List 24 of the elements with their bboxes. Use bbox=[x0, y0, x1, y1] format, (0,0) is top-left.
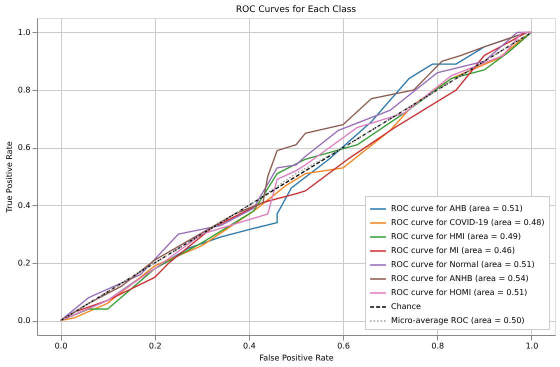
x-tick-label: 0.6 bbox=[337, 342, 350, 350]
legend-label: ROC curve for COVID-19 (area = 0.48) bbox=[391, 218, 545, 227]
legend-label: ROC curve for HOMI (area = 0.51) bbox=[391, 288, 528, 297]
x-tick-label: 0.2 bbox=[148, 342, 162, 350]
y-tick-label: 1.0 bbox=[18, 28, 30, 37]
y-tick-label: 0.4 bbox=[18, 200, 30, 210]
y-tick-label: 0.8 bbox=[18, 86, 30, 95]
legend-label: Chance bbox=[391, 302, 422, 311]
chart-title: ROC Curves for Each Class bbox=[236, 5, 356, 15]
x-tick-label: 0.4 bbox=[243, 342, 256, 350]
x-tick-label: 0.0 bbox=[54, 342, 68, 350]
legend-label: ROC curve for HMI (area = 0.49) bbox=[391, 232, 521, 241]
legend-label: ROC curve for ANHB (area = 0.54) bbox=[391, 274, 529, 283]
y-axis-title: True Positive Rate bbox=[4, 141, 14, 214]
x-tick-label: 1.0 bbox=[526, 342, 538, 350]
y-tick-label: 0.6 bbox=[18, 143, 30, 152]
x-tick-label: 0.8 bbox=[431, 342, 444, 350]
legend-label: Micro-average ROC (area = 0.50) bbox=[391, 316, 525, 325]
legend-label: ROC curve for Normal (area = 0.51) bbox=[391, 260, 535, 269]
y-tick-label: 0.0 bbox=[18, 316, 30, 326]
x-axis-title: False Positive Rate bbox=[259, 354, 334, 362]
y-tick-label: 0.2 bbox=[18, 258, 30, 268]
legend-label: ROC curve for MI (area = 0.46) bbox=[391, 246, 515, 255]
legend-label: ROC curve for AHB (area = 0.51) bbox=[391, 204, 523, 213]
